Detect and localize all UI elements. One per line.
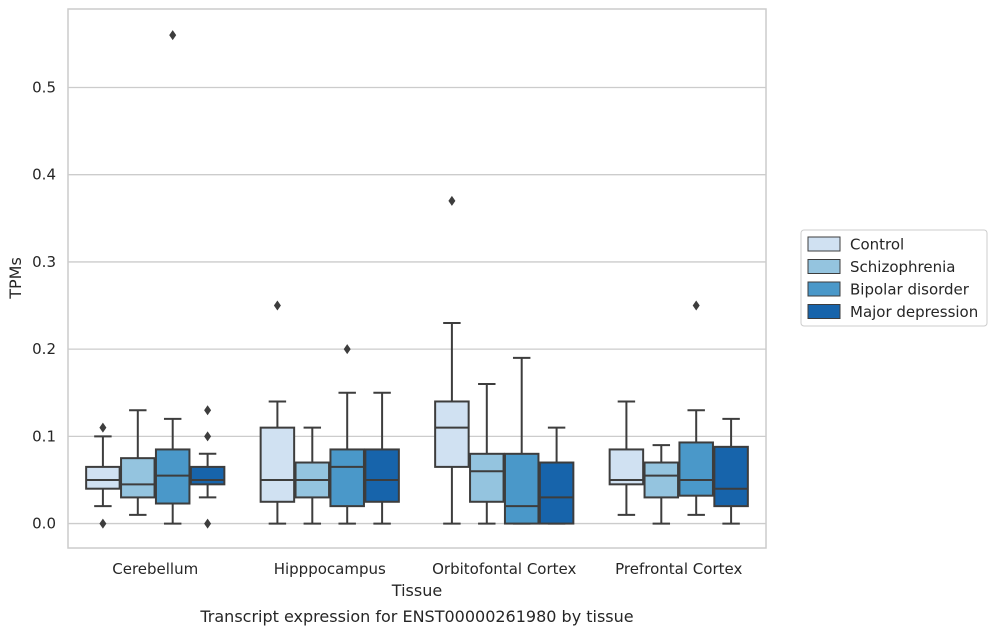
legend-swatch (807, 259, 841, 274)
x-tick-label: Orbitofontal Cortex (432, 560, 576, 578)
outlier-point (99, 422, 107, 433)
box-group (713, 417, 749, 525)
box (678, 441, 714, 497)
y-tick-label: 0.4 (32, 166, 56, 184)
legend-frame (800, 229, 988, 327)
box (434, 400, 470, 468)
box-group (329, 344, 365, 525)
box-group (503, 356, 540, 525)
y-tick-label: 0.2 (32, 340, 56, 358)
box (538, 461, 575, 525)
legend-label: Major depression (850, 303, 978, 321)
box (120, 457, 156, 499)
box (469, 452, 505, 503)
x-tick-label: Hipppocampus (274, 560, 386, 578)
box (364, 448, 400, 503)
box-group (85, 422, 121, 529)
x-tick-labels: Cerebellum Hipppocampus Orbitofontal Corte… (112, 560, 742, 578)
box-group (678, 300, 714, 516)
y-tick-label: 0.3 (32, 253, 56, 271)
plot-frame (67, 8, 767, 549)
outlier-point (204, 431, 212, 442)
legend-label: Bipolar disorder (850, 281, 970, 299)
box-group (608, 400, 645, 516)
x-tick-label: Prefrontal Cortex (615, 560, 742, 578)
legend-swatch (807, 236, 841, 252)
box (85, 465, 121, 490)
outlier-point (343, 344, 351, 355)
x-axis-label: Tissue (391, 581, 442, 600)
box-group (120, 409, 156, 516)
box (643, 461, 680, 499)
box-marks (85, 30, 749, 529)
y-gridlines (68, 86, 766, 525)
chart-caption: Transcript expression for ENST0000026198… (199, 607, 633, 626)
legend-swatch (807, 304, 841, 319)
outlier-point (169, 30, 177, 41)
box-group (189, 405, 226, 529)
outlier-point (204, 405, 212, 416)
box (608, 448, 645, 486)
box (713, 445, 749, 508)
box-group (434, 195, 470, 525)
legend-swatch (807, 281, 841, 297)
box (259, 426, 296, 503)
outlier-point (99, 518, 107, 529)
legend: Control Schizophrenia Bipolar disorder Majo… (800, 229, 988, 327)
box-group (643, 444, 680, 525)
box (329, 448, 365, 508)
y-tick-label: 0.0 (32, 515, 56, 533)
box-group (538, 426, 575, 525)
legend-label: Control (850, 236, 904, 254)
outlier-point (204, 518, 212, 529)
box-group (294, 426, 331, 525)
y-tick-labels: 0.0 0.1 0.2 0.3 0.4 0.5 (32, 78, 56, 532)
outlier-point (448, 195, 456, 206)
box-group (364, 391, 400, 525)
outlier-point (273, 300, 281, 311)
box (189, 465, 226, 486)
y-tick-label: 0.1 (32, 427, 56, 445)
box (503, 452, 540, 525)
box-group (469, 383, 505, 525)
outlier-point (692, 300, 700, 311)
legend-label: Schizophrenia (850, 258, 955, 276)
y-axis-label: TPMs (6, 257, 25, 300)
y-tick-label: 0.5 (32, 78, 56, 96)
x-tick-label: Cerebellum (112, 560, 198, 578)
box-group (154, 30, 191, 525)
box-group (259, 300, 296, 525)
